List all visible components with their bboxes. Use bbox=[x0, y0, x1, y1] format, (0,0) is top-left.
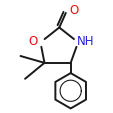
Text: O: O bbox=[68, 4, 78, 17]
Text: O: O bbox=[28, 35, 37, 48]
Text: NH: NH bbox=[77, 35, 94, 48]
